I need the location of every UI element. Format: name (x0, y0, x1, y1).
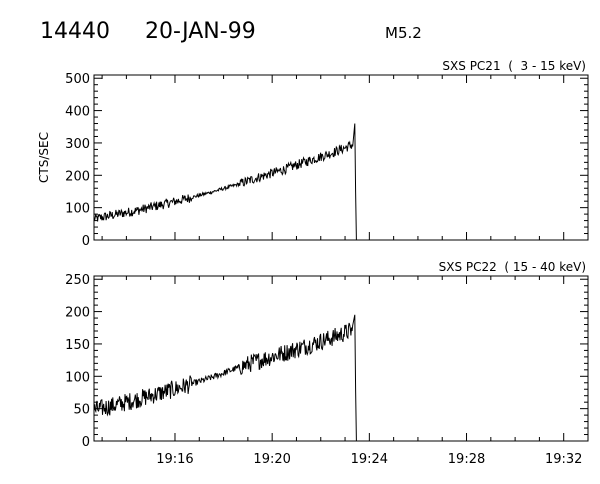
y-tick-label: 500 (65, 72, 90, 87)
y-tick-label: 200 (65, 169, 90, 184)
panel-pc22: SXS PC22 ( 15 - 40 keV) 0 50 100 150 200 250 19… (65, 260, 589, 467)
y-tick-label: 100 (65, 370, 90, 385)
panel-pc21: SXS PC21 ( 3 - 15 keV) CTS/SEC 0 100 200 300 4… (37, 59, 589, 249)
series-line (93, 314, 357, 442)
panel-title: SXS PC21 ( 3 - 15 keV) (442, 59, 586, 73)
x-tick-label: 19:24 (351, 452, 388, 467)
series-line (93, 123, 357, 241)
y-tick-label: 100 (65, 202, 90, 217)
x-tick-label: 19:32 (545, 452, 582, 467)
x-tick-label: 19:16 (156, 452, 193, 467)
panel-title: SXS PC22 ( 15 - 40 keV) (439, 260, 586, 274)
y-tick-label: 50 (73, 403, 90, 418)
x-tick-label: 19:20 (253, 452, 290, 467)
y-tick-label: 200 (65, 306, 90, 321)
y-tick-label: 250 (65, 273, 90, 288)
plot-frame (93, 275, 589, 442)
plot-frame (93, 74, 589, 241)
y-tick-label: 0 (82, 234, 90, 249)
flare-class: M5.2 (385, 24, 422, 42)
y-tick-label: 300 (65, 137, 90, 152)
event-id: 14440 (40, 19, 110, 44)
y-axis-label: CTS/SEC (37, 132, 51, 183)
y-tick-label: 150 (65, 338, 90, 353)
x-tick-label: 19:28 (448, 452, 485, 467)
event-date: 20-JAN-99 (145, 19, 256, 44)
y-tick-label: 400 (65, 105, 90, 120)
y-tick-label: 0 (82, 435, 90, 450)
